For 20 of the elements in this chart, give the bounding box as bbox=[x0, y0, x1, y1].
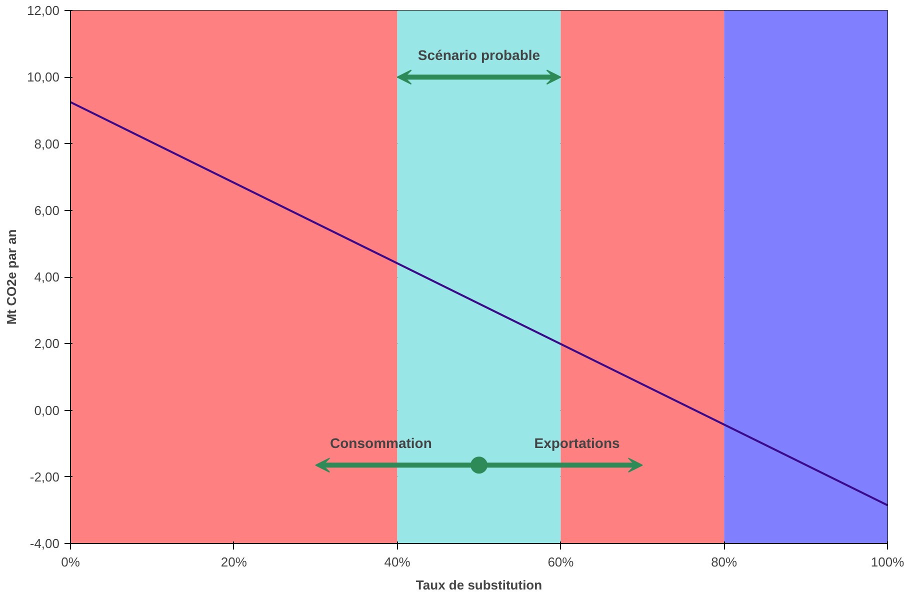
y-tick-label: 12,00 bbox=[26, 3, 60, 18]
y-tick-label: 4,00 bbox=[34, 270, 60, 284]
x-tick-label: 20% bbox=[220, 554, 248, 570]
y-tick-label: 6,00 bbox=[34, 202, 60, 218]
x-axis-title: Taux de substitution bbox=[416, 578, 542, 592]
y-tick-label: 8,00 bbox=[34, 136, 60, 152]
band-label: Scénario probable bbox=[418, 47, 540, 64]
y-axis-title: Mt CO2e par an bbox=[4, 229, 19, 325]
annotation: Consommation bbox=[330, 435, 432, 452]
y-tick-label: 0,00 bbox=[34, 402, 60, 418]
y-tick-label: 2,00 bbox=[34, 336, 60, 352]
y-tick-label: -2,00 bbox=[30, 469, 60, 484]
x-tick-label: 40% bbox=[384, 554, 411, 570]
x-tick-label: 0% bbox=[61, 554, 80, 570]
x-tick-label: 80% bbox=[711, 554, 738, 570]
y-tick-label: -4,00 bbox=[30, 536, 60, 551]
x-tick-label: 100% bbox=[870, 554, 905, 570]
y-tick-label: 10,00 bbox=[26, 70, 60, 85]
x-tick-label: 60% bbox=[548, 554, 574, 570]
annotation: Exportations bbox=[534, 435, 620, 452]
